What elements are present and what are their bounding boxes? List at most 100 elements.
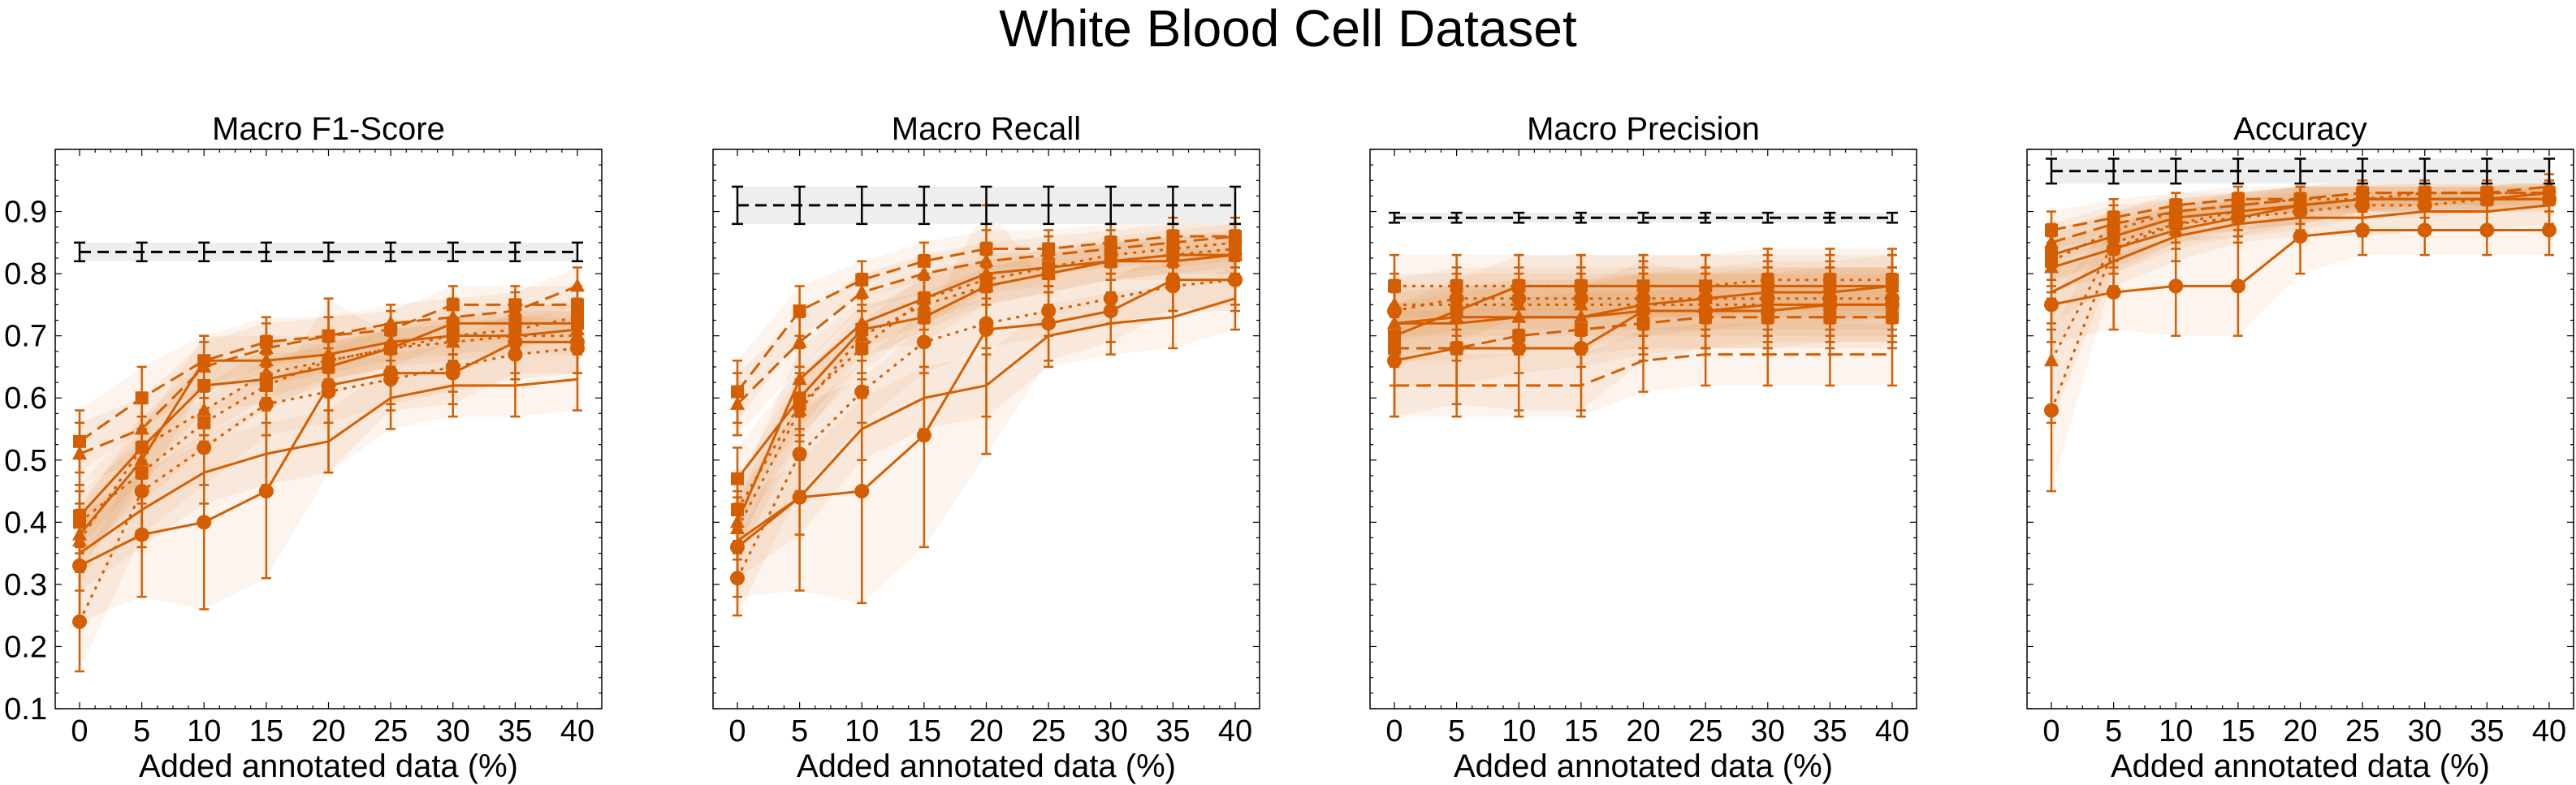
reference-series — [1389, 211, 1898, 224]
data-point — [1165, 234, 1181, 248]
data-point — [1512, 329, 1526, 343]
data-point — [383, 315, 399, 330]
x-tick-label: 40 — [2532, 714, 2566, 748]
data-point — [854, 284, 870, 299]
data-point — [979, 252, 994, 267]
data-point — [508, 327, 523, 342]
x-tick-label: 5 — [1448, 714, 1465, 748]
data-point — [197, 515, 212, 530]
x-tick-label: 20 — [2283, 714, 2317, 748]
data-point — [2417, 184, 2432, 199]
data-point — [1450, 341, 1463, 355]
y-tick-label: 0.3 — [4, 568, 47, 602]
data-point — [1636, 317, 1650, 330]
x-tick-label: 25 — [374, 714, 408, 748]
x-tick-label: 20 — [969, 714, 1003, 748]
series-9 — [2044, 173, 2557, 263]
data-point — [2293, 191, 2308, 205]
data-point — [2542, 178, 2557, 192]
panel-1: 0.1 0.2 0.3 0.4 0.5 0.6 0.7 0.8 0.9 0 5 10 15 20 25 30 3… — [4, 111, 603, 784]
data-point — [508, 303, 523, 317]
data-point — [2230, 278, 2245, 294]
x-axis-label: Added annotated data (%) — [1454, 748, 1833, 784]
series-9 — [72, 266, 585, 486]
x-tick-label: 25 — [1031, 714, 1065, 748]
data-point — [1228, 272, 1243, 287]
series-line — [78, 334, 577, 542]
reference-series — [74, 241, 583, 263]
data-point — [2479, 184, 2495, 199]
plot-frame — [1369, 149, 1917, 710]
panel-title: Macro Precision — [1527, 111, 1760, 147]
data-point — [321, 384, 336, 399]
data-point — [792, 446, 807, 462]
data-point — [2230, 196, 2245, 211]
x-axis-label: Added annotated data (%) — [139, 748, 518, 784]
reference-series — [2046, 157, 2555, 185]
data-point — [321, 352, 336, 367]
x-axis-label: Added annotated data (%) — [2111, 748, 2490, 784]
x-tick-label: 25 — [2345, 714, 2379, 748]
data-point — [1886, 310, 1899, 324]
x-tick-label: 25 — [1688, 714, 1722, 748]
data-point — [730, 395, 745, 410]
x-tick-label: 30 — [1751, 714, 1785, 748]
reference-series — [732, 185, 1241, 226]
x-tick-label: 20 — [1626, 714, 1660, 748]
data-point — [854, 327, 870, 342]
series-line — [736, 235, 1235, 393]
data-point — [570, 327, 585, 342]
data-point — [1103, 240, 1118, 255]
x-tick-label: 35 — [1813, 714, 1847, 748]
data-point — [383, 372, 399, 387]
series-5 — [730, 253, 1243, 617]
data-point — [72, 533, 87, 547]
data-point — [916, 334, 931, 350]
data-point — [72, 446, 87, 460]
data-point — [134, 421, 149, 435]
data-point — [916, 428, 931, 443]
data-point — [1041, 247, 1057, 261]
data-point — [197, 358, 212, 373]
data-point — [1165, 278, 1181, 294]
data-point — [1388, 341, 1401, 355]
x-tick-label: 10 — [1502, 714, 1536, 748]
x-tick-label: 15 — [2221, 714, 2255, 748]
panel-title: Macro Recall — [892, 111, 1081, 147]
x-tick-label: 15 — [249, 714, 283, 748]
data-point — [72, 614, 87, 629]
data-point — [2355, 184, 2371, 199]
y-tick-label: 0.7 — [4, 320, 47, 354]
data-point — [2542, 222, 2557, 238]
data-point — [1699, 310, 1713, 324]
series-line — [1394, 278, 1892, 287]
series-9 — [1390, 322, 1897, 418]
data-point — [730, 571, 745, 586]
x-tick-label: 0 — [71, 714, 88, 748]
y-tick-label: 0.8 — [4, 257, 47, 291]
data-point — [854, 484, 870, 499]
x-tick-label: 10 — [845, 714, 879, 748]
y-tick-label: 0.5 — [4, 444, 47, 478]
x-tick-label: 40 — [1218, 714, 1252, 748]
data-point — [1574, 323, 1588, 337]
x-tick-label: 30 — [436, 714, 470, 748]
series-line — [79, 316, 578, 524]
data-point — [445, 359, 460, 374]
data-point — [916, 265, 931, 280]
panel-title: Macro F1-Score — [212, 111, 445, 147]
data-point — [258, 339, 274, 354]
x-tick-label: 10 — [2159, 714, 2193, 748]
data-point — [730, 520, 745, 534]
y-tick-label: 0.2 — [4, 630, 47, 664]
data-point — [445, 334, 460, 348]
x-tick-label: 20 — [311, 714, 345, 748]
x-tick-label: 5 — [791, 714, 808, 748]
x-tick-label: 15 — [1564, 714, 1598, 748]
data-point — [1103, 291, 1118, 306]
data-point — [570, 278, 585, 292]
x-axis-label: Added annotated data (%) — [797, 748, 1176, 784]
panel-3: 0 5 10 15 20 25 30 35 40 Macro Precision Added ann… — [1369, 111, 1917, 784]
data-point — [854, 384, 870, 399]
